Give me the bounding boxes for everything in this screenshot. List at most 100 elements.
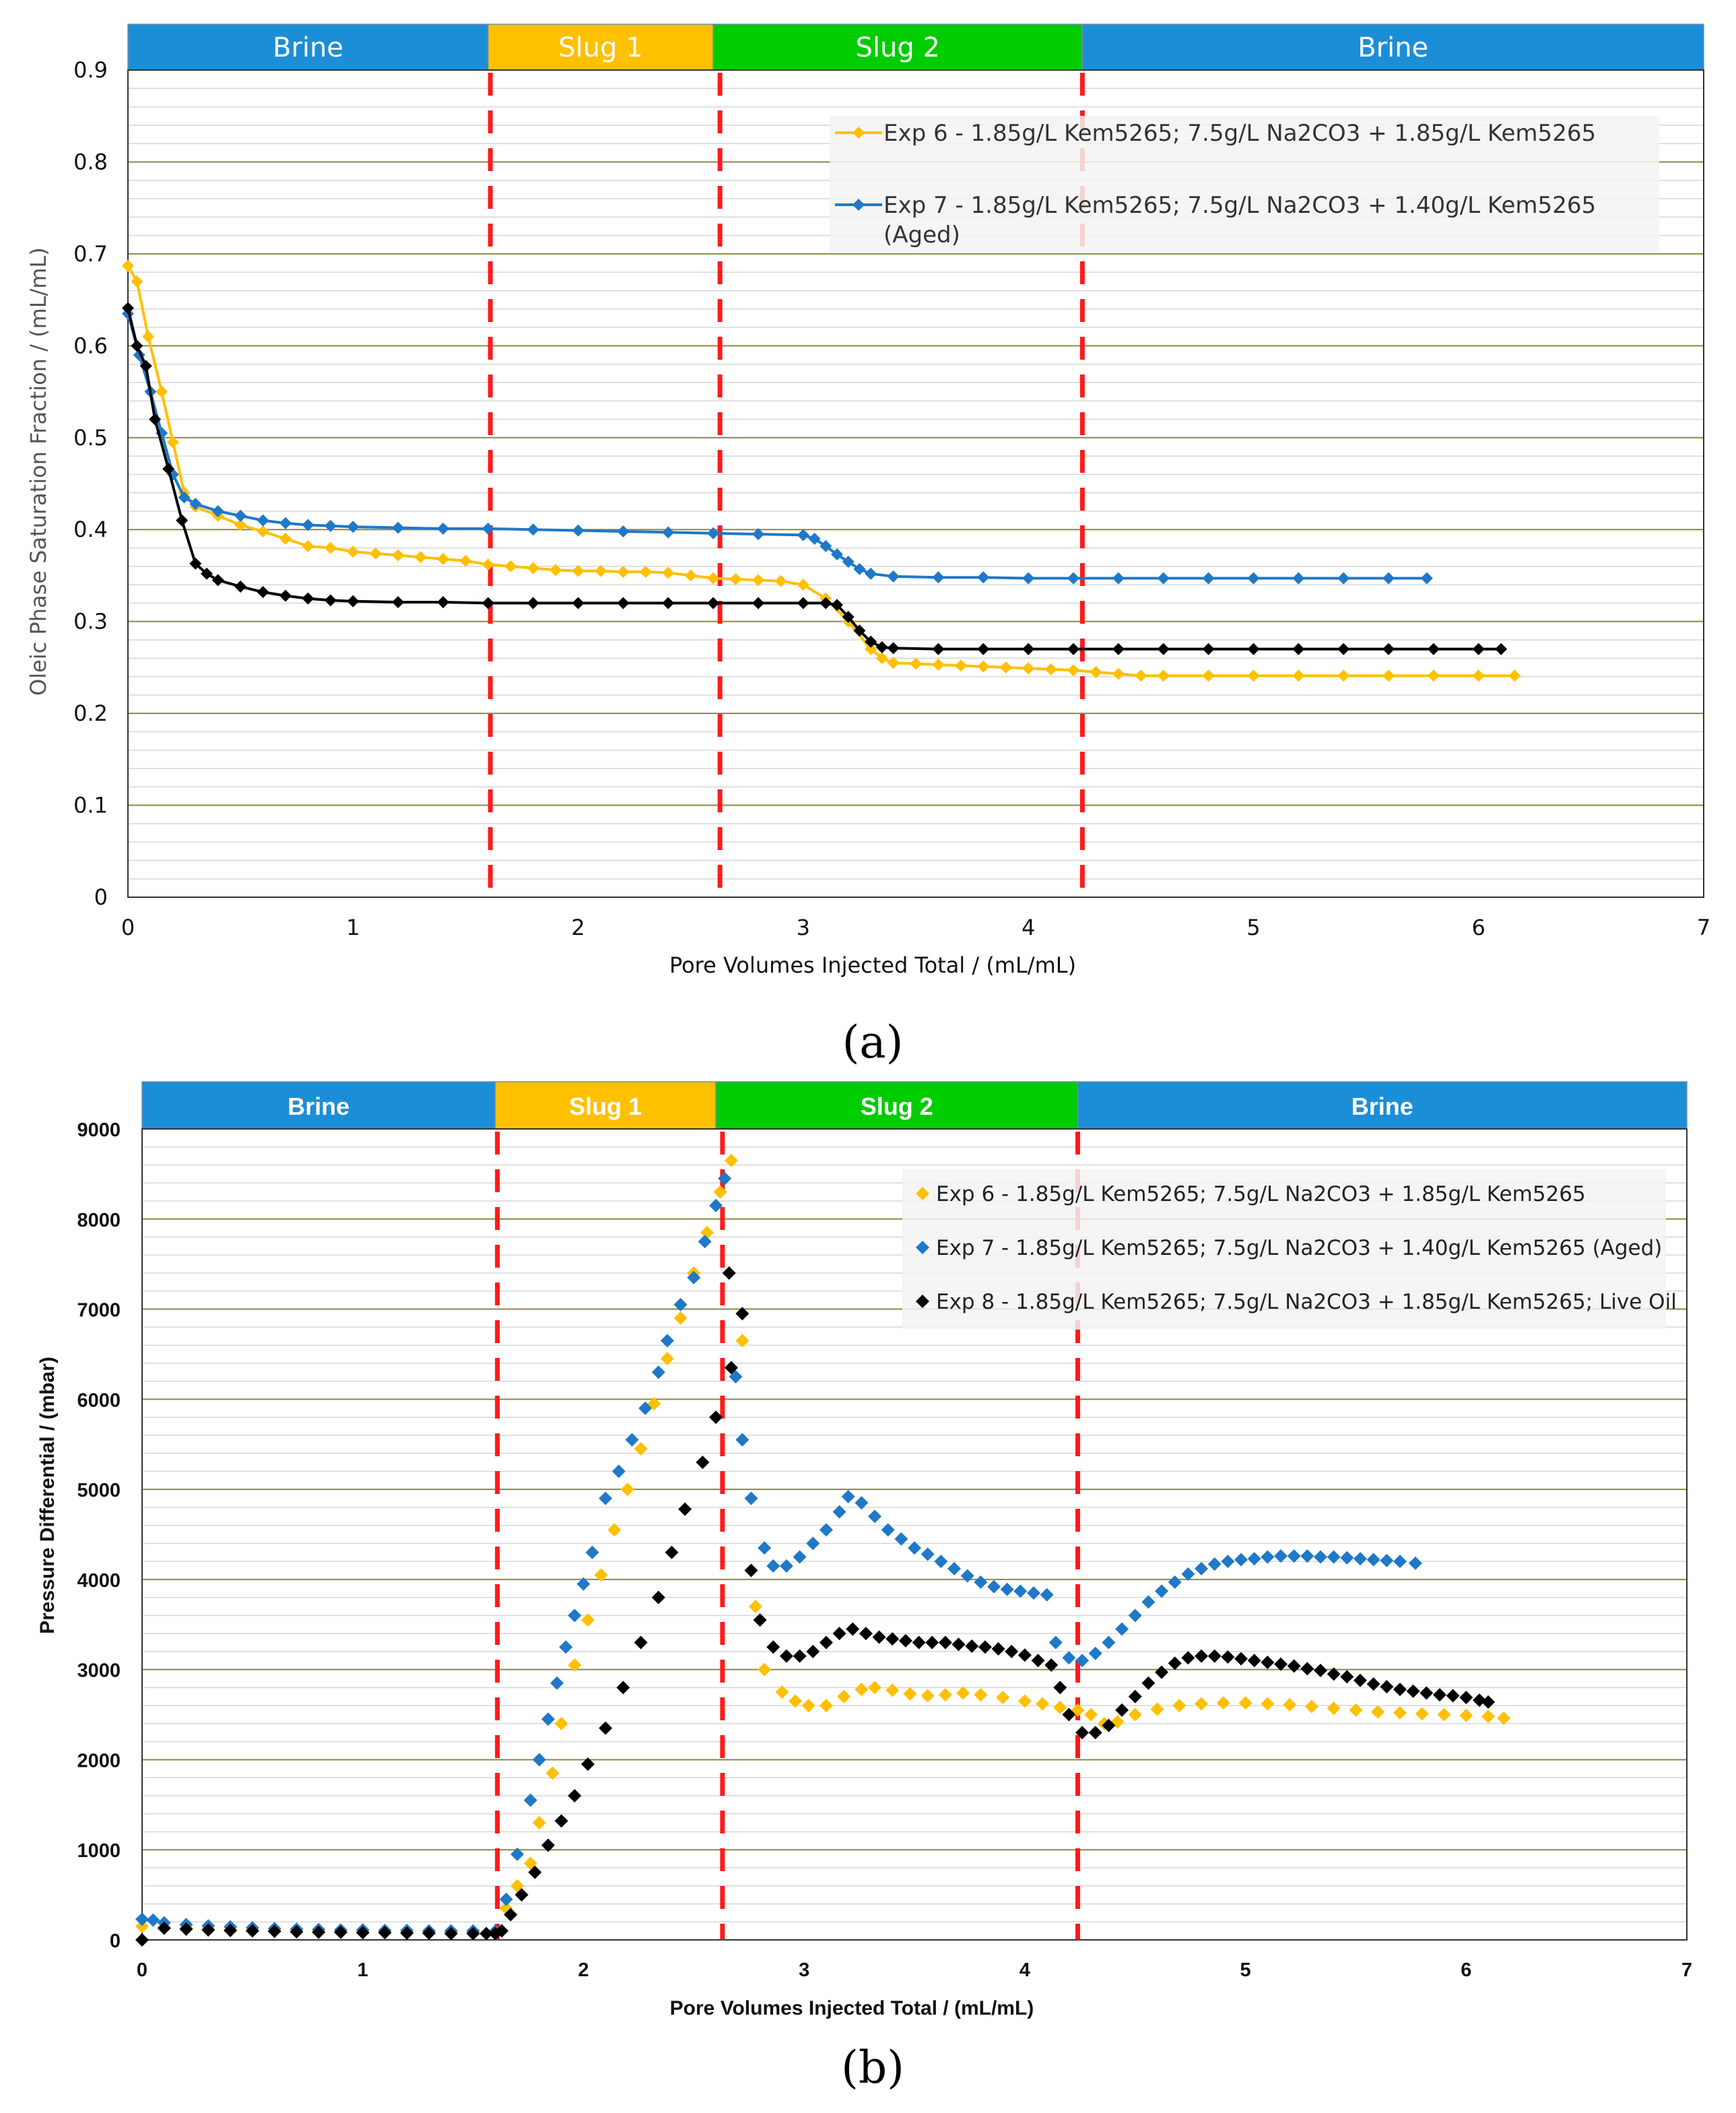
series-0-point: [673, 1311, 688, 1325]
series-1-point: [550, 1676, 564, 1690]
y-tick-label: 0.3: [73, 609, 108, 635]
series-0-point: [1157, 670, 1170, 682]
series-1-point: [1261, 1550, 1275, 1564]
series-2-point: [651, 1590, 665, 1604]
series-1-point: [921, 1547, 935, 1561]
y-tick-label: 7000: [77, 1300, 121, 1322]
series-1-point: [868, 1509, 882, 1524]
series-0-point: [1393, 1705, 1407, 1720]
series-2-point: [665, 1545, 679, 1559]
series-2-point: [1155, 1665, 1169, 1679]
series-0-point: [617, 565, 630, 578]
series-2-point: [139, 360, 152, 372]
chart-a-phase-bands: Brine Slug 1 Slug 2 Brine: [127, 24, 1704, 71]
series-2-point: [1446, 1689, 1460, 1703]
series-1-point: [1022, 572, 1035, 585]
series-2-point: [1022, 643, 1035, 655]
series-0-point: [527, 562, 539, 575]
y-tick-label: 0: [110, 1930, 121, 1952]
series-2-point: [1031, 1654, 1045, 1668]
series-2-point: [831, 599, 843, 612]
series-1-point: [523, 1793, 537, 1807]
series-2-point: [257, 586, 269, 599]
series-2-point: [422, 1926, 436, 1940]
series-1-point: [841, 1489, 855, 1503]
series-0-point: [279, 532, 292, 545]
series-0-point: [572, 564, 585, 577]
series-0-point: [504, 560, 517, 573]
series-2-point: [978, 1640, 992, 1654]
chart-a-ylabel: Oleic Phase Saturation Fraction / (mL/mL…: [26, 247, 51, 696]
series-2-point: [779, 1649, 793, 1663]
series-1-point: [908, 1541, 921, 1555]
series-1-point: [1013, 1584, 1028, 1598]
series-2-point: [1088, 1726, 1102, 1740]
series-2-point: [541, 1838, 555, 1852]
series-2-point: [912, 1635, 926, 1650]
series-1-point: [437, 522, 449, 535]
series-1-point: [853, 562, 866, 575]
chart-b-plot-frame: [141, 1128, 1688, 1941]
y-tick-label: 0.8: [73, 149, 108, 174]
series-2-point: [1337, 643, 1350, 655]
series-1-point: [744, 1491, 758, 1505]
series-0-point: [1382, 670, 1395, 682]
x-tick-label: 2: [578, 1959, 589, 1981]
series-2-point: [1382, 643, 1395, 655]
series-2-point: [846, 1622, 860, 1636]
x-tick-label: 1: [346, 915, 360, 940]
series-2-point: [1495, 643, 1508, 655]
series-0-point: [392, 549, 405, 562]
series-2-point: [965, 1639, 979, 1653]
phase-band-label-3: Brine: [1351, 1093, 1413, 1120]
series-1-point: [808, 532, 821, 545]
legend-b-marker-exp7: [916, 1241, 929, 1254]
series-0-point: [1283, 1697, 1297, 1712]
series-2-point: [312, 1925, 326, 1939]
series-0-point: [1349, 1703, 1363, 1717]
series-2-point: [1181, 1651, 1195, 1665]
series-0-point: [634, 1441, 648, 1456]
series-2-point: [347, 595, 360, 608]
series-0-point: [554, 1716, 568, 1730]
series-1-point: [347, 521, 360, 533]
series-2-point: [634, 1635, 648, 1650]
chart-b-phase-bands: Brine Slug 1 Slug 2 Brine: [141, 1081, 1688, 1130]
series-0-point: [594, 1568, 608, 1582]
series-1-point: [625, 1433, 639, 1447]
phase-band-3: [1081, 24, 1704, 71]
series-1-point: [1195, 1561, 1209, 1575]
series-1-point: [865, 567, 877, 580]
series-2-point: [554, 1814, 568, 1828]
series-1-point: [257, 514, 269, 527]
chart-b-legend-box: [902, 1169, 1666, 1330]
series-0-point: [639, 565, 652, 578]
series-2-point: [149, 413, 162, 426]
series-1-point: [1075, 1654, 1090, 1668]
series-2-point: [162, 463, 175, 476]
series-0-point: [302, 540, 314, 552]
series-1-point: [1157, 572, 1170, 585]
series-0-point: [595, 564, 607, 577]
series-1-point: [977, 571, 990, 584]
series-2-point: [1393, 1683, 1407, 1697]
series-1-point: [559, 1640, 573, 1654]
series-1-point: [842, 555, 855, 568]
series-0-point: [459, 554, 472, 567]
series-0-point: [481, 558, 494, 571]
series-0-point: [1415, 1707, 1429, 1721]
chart-a-y-ticks: 0 0.1 0.2 0.3 0.4 0.5 0.6 0.7 0.8 0.9: [73, 57, 108, 910]
series-2-point: [1472, 643, 1485, 655]
series-1-point: [532, 1753, 546, 1767]
series-1-point: [698, 1235, 712, 1249]
series-1-point: [576, 1577, 591, 1591]
series-2-point: [1380, 1680, 1394, 1694]
x-tick-label: 5: [1240, 1959, 1251, 1981]
series-0-point: [819, 1699, 833, 1713]
series-0-point: [789, 1694, 803, 1708]
chart-b-x-ticks: 0 1 2 3 4 5 6 7: [137, 1959, 1692, 1981]
series-2-point: [580, 1757, 595, 1771]
series-1-point: [1067, 572, 1079, 585]
phase-band-1: [488, 24, 714, 71]
series-0-point: [921, 1689, 935, 1703]
